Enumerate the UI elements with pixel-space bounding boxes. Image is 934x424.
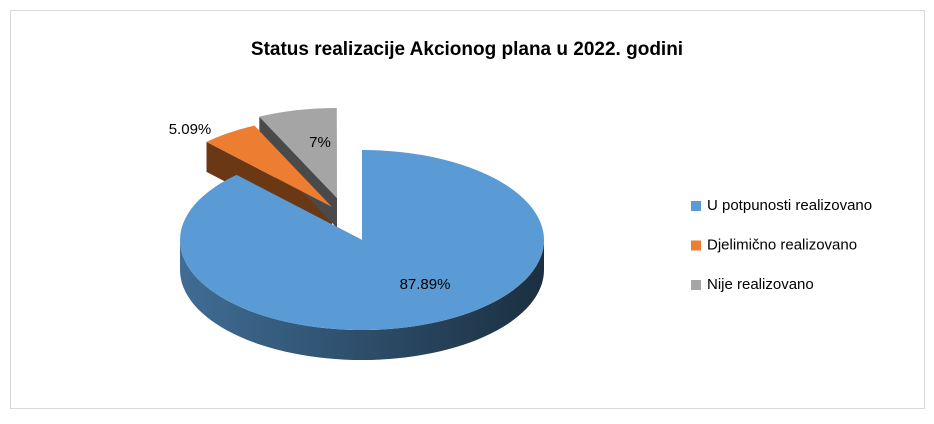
legend-swatch bbox=[691, 280, 701, 290]
legend-label: Nije realizovano bbox=[707, 276, 814, 293]
chart-title: Status realizacije Akcionog plana u 2022… bbox=[251, 39, 683, 60]
data-label: 87.89% bbox=[400, 276, 451, 293]
legend-label: Djelimično realizovano bbox=[707, 236, 857, 253]
legend-swatch bbox=[691, 241, 701, 251]
slice bbox=[180, 150, 544, 330]
legend-swatch bbox=[691, 201, 701, 211]
data-label: 5.09% bbox=[169, 121, 212, 138]
legend-label: U potpunosti realizovano bbox=[707, 197, 872, 214]
data-label: 7% bbox=[309, 134, 331, 151]
